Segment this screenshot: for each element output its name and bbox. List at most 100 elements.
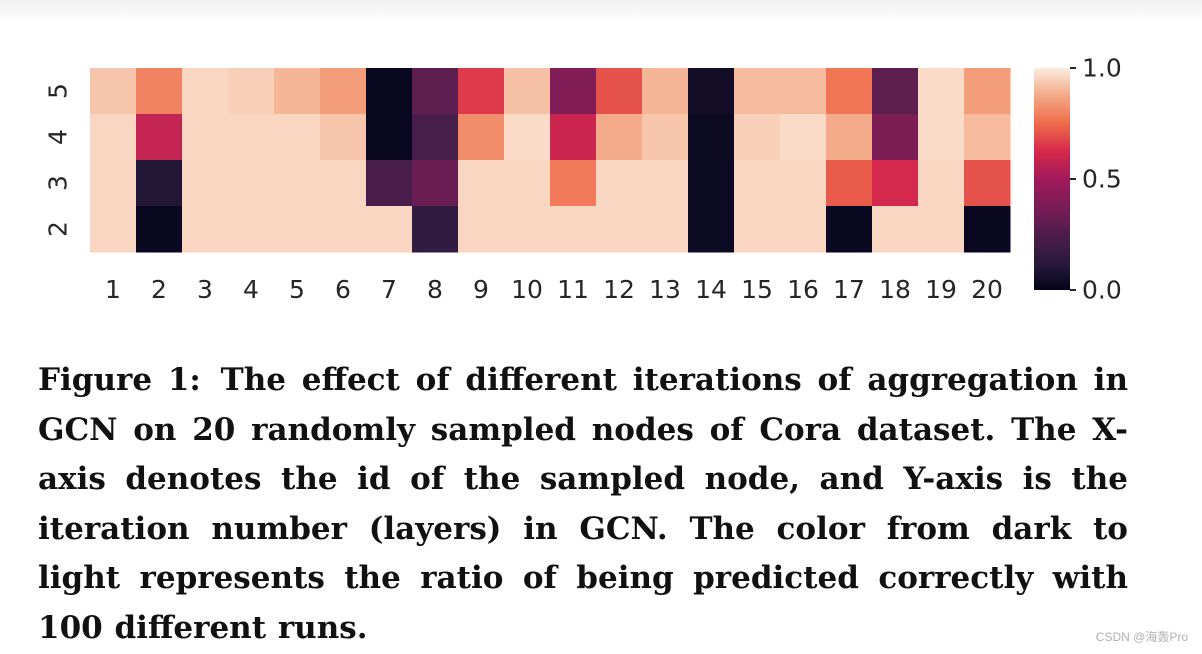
- colorbar-tick-label: 1.0: [1082, 54, 1122, 83]
- heatmap-cell: [274, 68, 321, 115]
- heatmap-cell: [320, 160, 367, 207]
- colorbar-tick-label: 0.0: [1082, 276, 1122, 305]
- heatmap-cell: [826, 206, 873, 253]
- x-tick-label: 19: [925, 275, 957, 304]
- colorbar-tick-label: 0.5: [1082, 165, 1122, 194]
- heatmap-cell: [228, 114, 275, 161]
- heatmap-cell: [458, 160, 505, 207]
- heatmap-cell: [458, 68, 505, 115]
- heatmap-cell: [320, 206, 367, 253]
- heatmap-cell: [872, 114, 919, 161]
- heatmap-cell: [826, 68, 873, 115]
- heatmap-cell: [366, 206, 413, 253]
- x-tick-label: 18: [879, 275, 911, 304]
- heatmap-cell: [366, 160, 413, 207]
- heatmap-cell: [320, 114, 367, 161]
- heatmap-cell: [596, 68, 643, 115]
- heatmap-cell: [90, 160, 137, 207]
- watermark: CSDN @海轰Pro: [1095, 630, 1188, 644]
- heatmap-cell: [780, 68, 827, 115]
- heatmap-cell: [872, 68, 919, 115]
- heatmap-cell: [366, 114, 413, 161]
- heatmap-cell: [274, 206, 321, 253]
- heatmap-cell: [228, 160, 275, 207]
- heatmap-cell: [872, 160, 919, 207]
- heatmap-cell: [642, 114, 689, 161]
- heatmap-cell: [366, 68, 413, 115]
- heatmap-cell: [136, 114, 183, 161]
- heatmap-cell: [596, 160, 643, 207]
- x-tick-label: 15: [741, 275, 773, 304]
- heatmap-cell: [412, 206, 459, 253]
- heatmap-cell: [504, 114, 551, 161]
- heatmap-cell: [780, 114, 827, 161]
- y-axis-tick-labels: 5 4 3 2: [44, 83, 73, 237]
- heatmap-cell: [550, 206, 597, 253]
- heatmap-cell: [642, 160, 689, 207]
- heatmap-cell: [182, 68, 229, 115]
- heatmap-cell: [412, 68, 459, 115]
- heatmap-cell: [458, 114, 505, 161]
- x-tick-label: 5: [289, 275, 305, 304]
- x-tick-label: 7: [381, 275, 397, 304]
- heatmap-cell: [780, 206, 827, 253]
- top-edge-shadow: [0, 0, 1202, 22]
- heatmap-cell: [688, 206, 735, 253]
- heatmap-cell: [964, 114, 1011, 161]
- y-tick-label: 4: [44, 129, 73, 145]
- heatmap-cell: [642, 68, 689, 115]
- x-tick-label: 16: [787, 275, 819, 304]
- heatmap-cell: [90, 206, 137, 253]
- heatmap-cell: [320, 68, 367, 115]
- heatmap-cell: [688, 160, 735, 207]
- x-tick-label: 20: [971, 275, 1003, 304]
- x-tick-label: 2: [151, 275, 167, 304]
- x-tick-label: 14: [695, 275, 727, 304]
- figure-caption: Figure 1: The effect of different iterat…: [38, 356, 1128, 653]
- heatmap-cell: [504, 160, 551, 207]
- x-tick-label: 17: [833, 275, 865, 304]
- y-tick-label: 3: [44, 175, 73, 191]
- heatmap-cell: [688, 114, 735, 161]
- heatmap-cell: [504, 68, 551, 115]
- heatmap-cell: [504, 206, 551, 253]
- heatmap-cell: [228, 206, 275, 253]
- x-tick-label: 8: [427, 275, 443, 304]
- heatmap-cell: [918, 68, 965, 115]
- heatmap-cell: [274, 160, 321, 207]
- heatmap-cell: [964, 206, 1011, 253]
- heatmap-cell: [182, 114, 229, 161]
- heatmap-cell: [642, 206, 689, 253]
- x-tick-label: 13: [649, 275, 681, 304]
- heatmap-cell: [826, 114, 873, 161]
- heatmap-cell: [596, 206, 643, 253]
- heatmap-cell: [734, 114, 781, 161]
- y-tick-label: 5: [44, 83, 73, 99]
- heatmap-cell: [964, 160, 1011, 207]
- x-tick-label: 6: [335, 275, 351, 304]
- x-tick-label: 3: [197, 275, 213, 304]
- heatmap-cell: [90, 68, 137, 115]
- y-tick-label: 2: [44, 221, 73, 237]
- heatmap-cell: [90, 114, 137, 161]
- heatmap-cell: [412, 160, 459, 207]
- heatmap-cell: [734, 68, 781, 115]
- heatmap-cell: [412, 114, 459, 161]
- heatmap-cell: [136, 160, 183, 207]
- heatmap-cell: [550, 68, 597, 115]
- x-tick-label: 12: [603, 275, 635, 304]
- x-tick-label: 10: [511, 275, 543, 304]
- heatmap-cell: [964, 68, 1011, 115]
- heatmap-cell: [872, 206, 919, 253]
- heatmap-cell: [780, 160, 827, 207]
- heatmap-cell: [274, 114, 321, 161]
- heatmap-cell: [918, 160, 965, 207]
- heatmap-cell: [182, 160, 229, 207]
- heatmap-cell: [734, 206, 781, 253]
- heatmap-cell: [734, 160, 781, 207]
- x-tick-label: 4: [243, 275, 259, 304]
- x-tick-label: 1: [105, 275, 121, 304]
- x-tick-label: 9: [473, 275, 489, 304]
- heatmap-cells: [90, 68, 1011, 253]
